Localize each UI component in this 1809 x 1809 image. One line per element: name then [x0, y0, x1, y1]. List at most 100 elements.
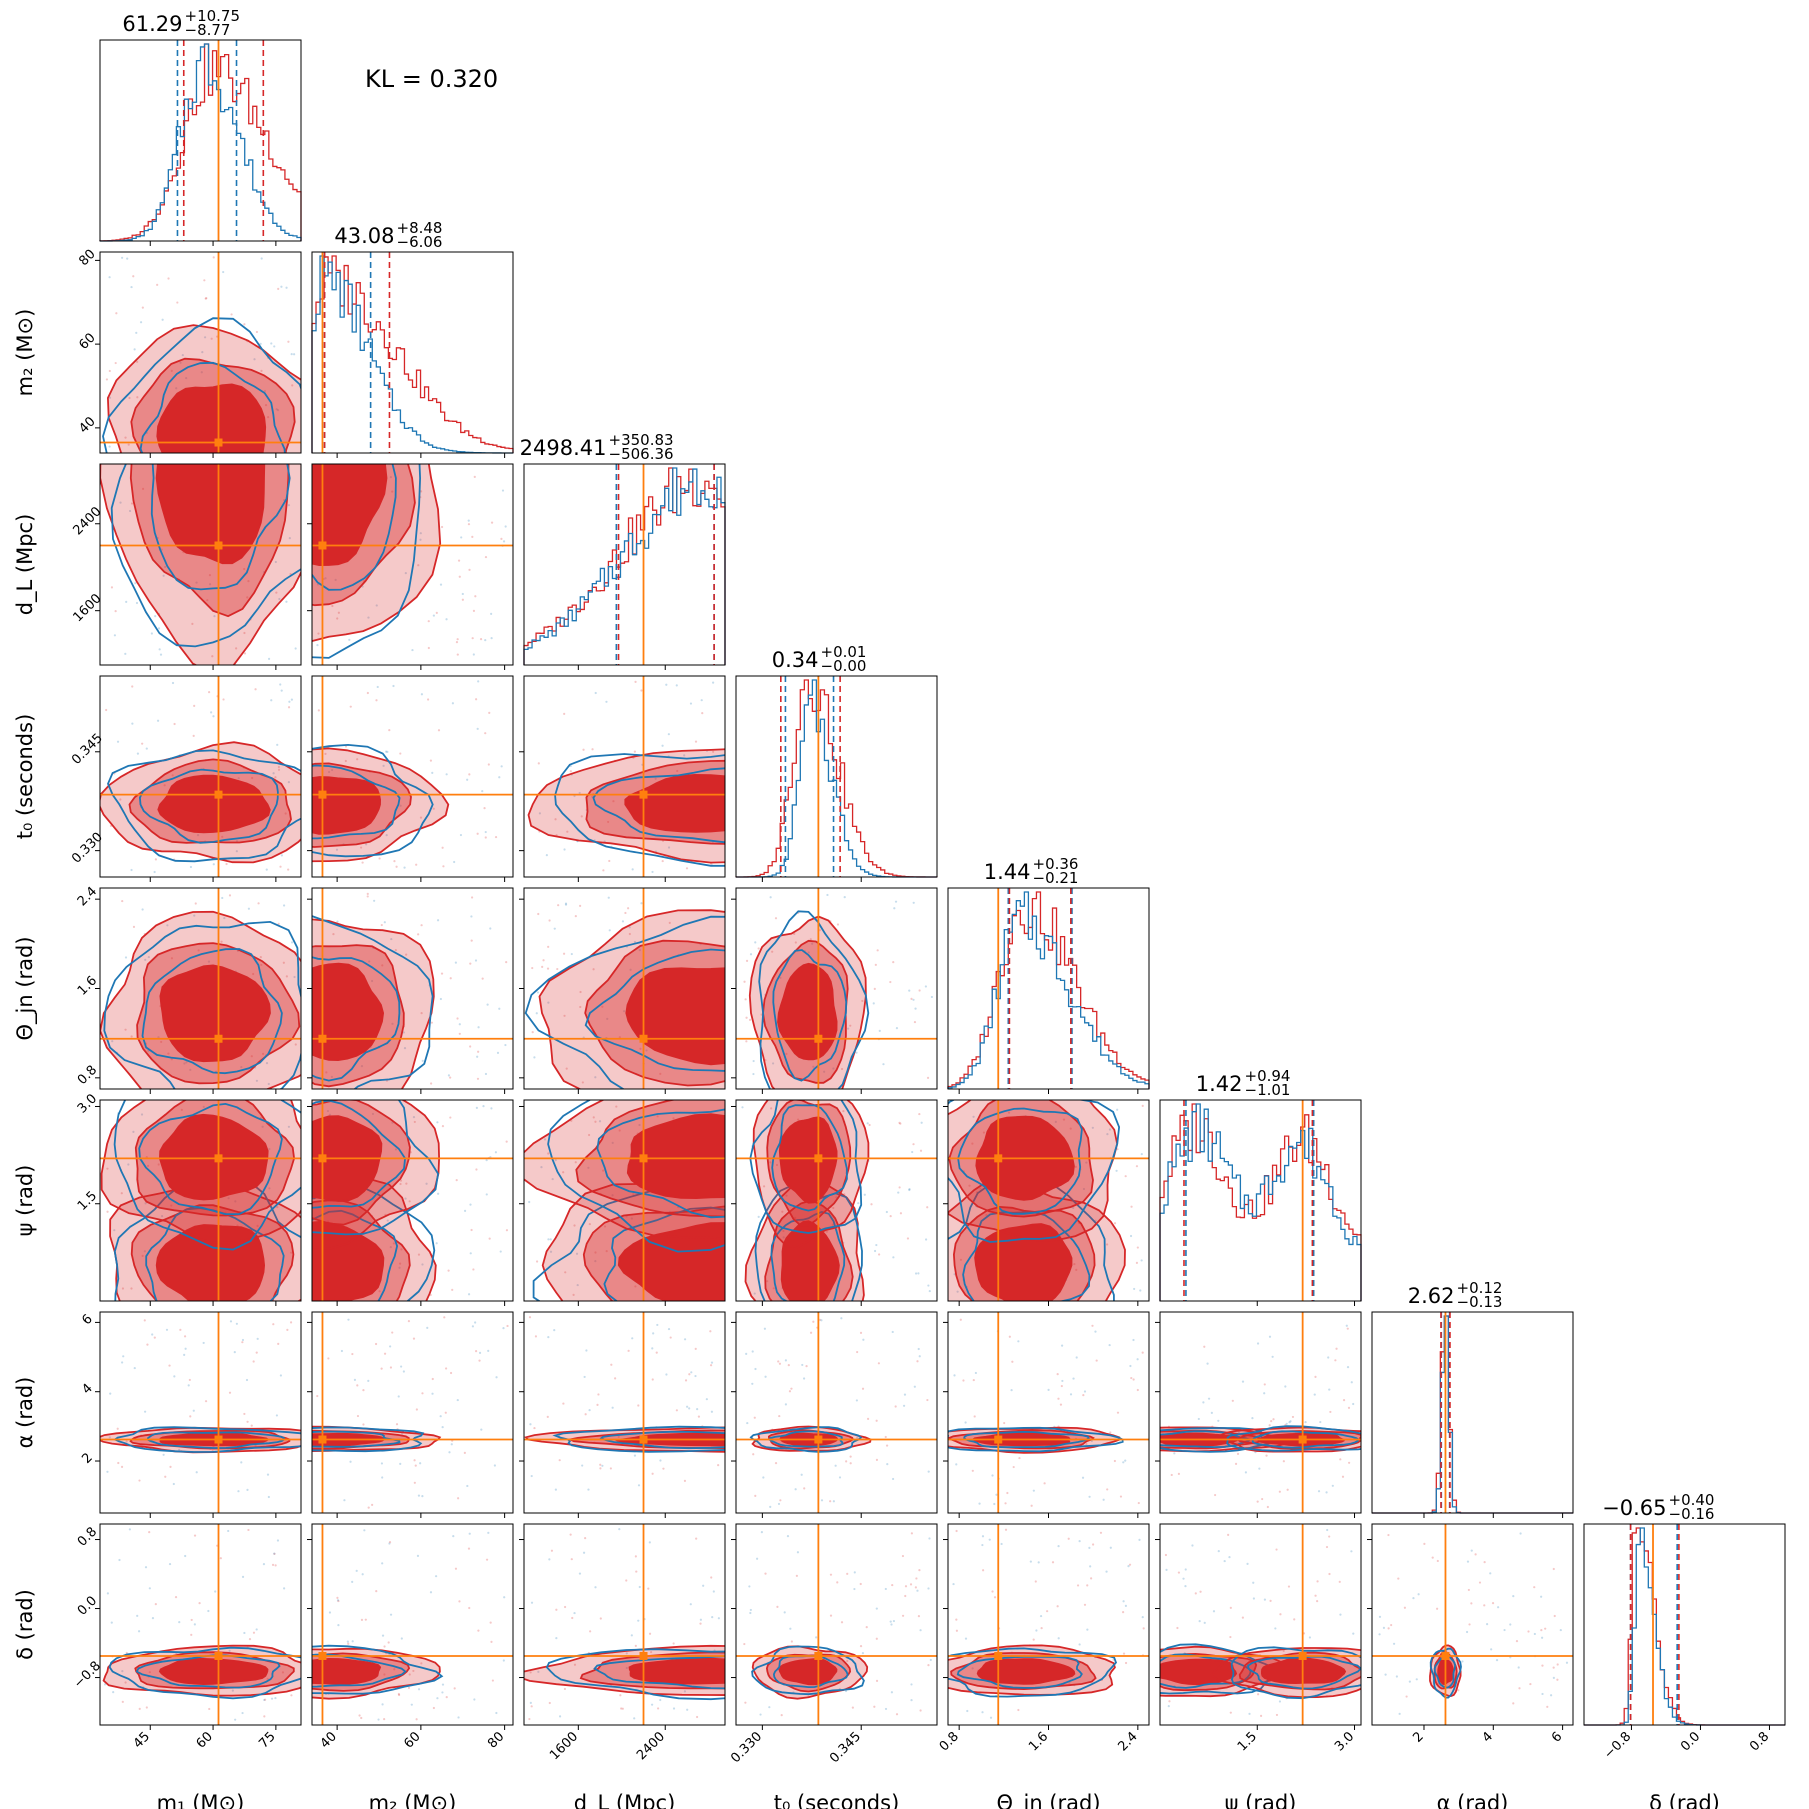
- sample-point: [1223, 1559, 1226, 1563]
- sample-point: [108, 445, 111, 448]
- sample-point: [243, 567, 246, 571]
- sample-point: [1248, 1712, 1251, 1715]
- truth-marker: [814, 1154, 823, 1163]
- sample-point: [1176, 1626, 1179, 1630]
- sample-point: [609, 1467, 612, 1470]
- sample-point: [336, 1596, 339, 1599]
- sample-point: [268, 1187, 271, 1190]
- sample-point: [1423, 1542, 1426, 1545]
- sample-point: [114, 361, 117, 365]
- sample-point: [273, 1552, 276, 1555]
- sample-point: [377, 1718, 380, 1721]
- sample-point: [179, 361, 182, 364]
- x-tick-label: 0.345: [827, 1729, 864, 1766]
- contour-blue-inner: [1433, 1655, 1457, 1689]
- sample-point: [356, 758, 359, 761]
- contour-blue-inner: [593, 1655, 725, 1690]
- y-tick-label: 2.4: [75, 884, 100, 909]
- sample-point: [195, 1471, 198, 1474]
- sample-point: [1263, 1598, 1267, 1601]
- sample-point: [1136, 1246, 1139, 1249]
- contour-blue-inner: [312, 464, 397, 591]
- sample-point: [241, 1341, 244, 1344]
- sample-point: [1047, 1388, 1050, 1391]
- x-tick-label: 0.8: [1747, 1729, 1772, 1754]
- sample-point: [437, 1192, 440, 1195]
- sample-point: [868, 1123, 871, 1127]
- sample-point: [592, 1116, 595, 1119]
- contour-red-inner: [155, 464, 266, 565]
- sample-point: [1341, 1475, 1345, 1478]
- sample-point: [189, 1068, 192, 1071]
- y-tick-label: 2: [79, 1450, 95, 1466]
- sample-point: [183, 1335, 187, 1338]
- sample-point: [1263, 1392, 1266, 1395]
- sample-point: [260, 369, 263, 372]
- sample-point: [1202, 1401, 1205, 1404]
- sample-point: [399, 1462, 402, 1465]
- sample-point: [371, 1503, 374, 1506]
- sample-point: [139, 321, 143, 324]
- sample-point: [805, 1365, 808, 1368]
- sample-point: [1229, 1606, 1232, 1609]
- contour-blue-inner: [312, 956, 401, 1082]
- sample-point: [866, 1417, 870, 1421]
- sample-point: [640, 902, 643, 905]
- sample-point: [1244, 1471, 1247, 1474]
- contour-blue-outer: [948, 1647, 1118, 1698]
- sample-point: [494, 835, 498, 839]
- sample-point: [1082, 1187, 1086, 1191]
- sample-point: [356, 1414, 360, 1418]
- sample-point: [1102, 1498, 1105, 1501]
- contour-blue-inner: [592, 767, 725, 844]
- sample-point: [971, 1469, 974, 1472]
- sample-point: [894, 900, 898, 903]
- sample-point: [192, 734, 195, 737]
- sample-point: [275, 591, 278, 594]
- panel-title-theta_jn: 1.44 +0.36−0.21: [984, 855, 1079, 887]
- contours-m1-alpha: [100, 1312, 301, 1513]
- sample-point: [133, 348, 136, 351]
- sample-point: [924, 985, 927, 988]
- sample-point: [1489, 1572, 1492, 1575]
- x-axis-label-alpha: α (rad): [1437, 1791, 1509, 1809]
- contour-blue-inner: [772, 1654, 849, 1689]
- sample-point: [432, 807, 435, 810]
- panel-frame: [1159, 1099, 1362, 1302]
- sample-point: [336, 1599, 340, 1602]
- sample-point: [1553, 1614, 1556, 1618]
- y-tick-label: 6: [79, 1312, 95, 1328]
- sample-point: [640, 689, 643, 692]
- sample-point: [624, 911, 627, 915]
- sample-point: [749, 953, 753, 956]
- sample-point: [474, 959, 478, 962]
- panel-frame: [99, 251, 302, 454]
- sample-point: [445, 773, 448, 776]
- sample-point: [187, 1384, 190, 1387]
- sample-point: [136, 1614, 139, 1617]
- contour-red-inner: [617, 1222, 725, 1301]
- sample-point: [554, 1158, 557, 1162]
- sample-point: [1350, 1550, 1353, 1553]
- contour-blue-outer: [312, 1186, 436, 1301]
- sample-point: [481, 790, 484, 793]
- sample-point: [380, 1367, 383, 1370]
- sample-point: [471, 1325, 474, 1328]
- sample-point: [771, 950, 774, 953]
- sample-point: [757, 1215, 760, 1218]
- sample-point: [573, 1663, 577, 1666]
- contour-blue-outer: [524, 915, 725, 1089]
- sample-point: [622, 1010, 626, 1013]
- sample-point: [1007, 1111, 1011, 1114]
- sample-point: [457, 1497, 460, 1500]
- sample-point: [288, 700, 291, 703]
- sample-point: [1124, 1175, 1127, 1178]
- sample-point: [276, 1206, 279, 1209]
- sample-point: [555, 1608, 558, 1611]
- summary-upper: +0.01: [821, 643, 867, 661]
- sample-point: [528, 1200, 531, 1204]
- sample-point: [467, 523, 471, 526]
- sample-point: [392, 684, 395, 688]
- panel-frame: [1159, 1523, 1362, 1726]
